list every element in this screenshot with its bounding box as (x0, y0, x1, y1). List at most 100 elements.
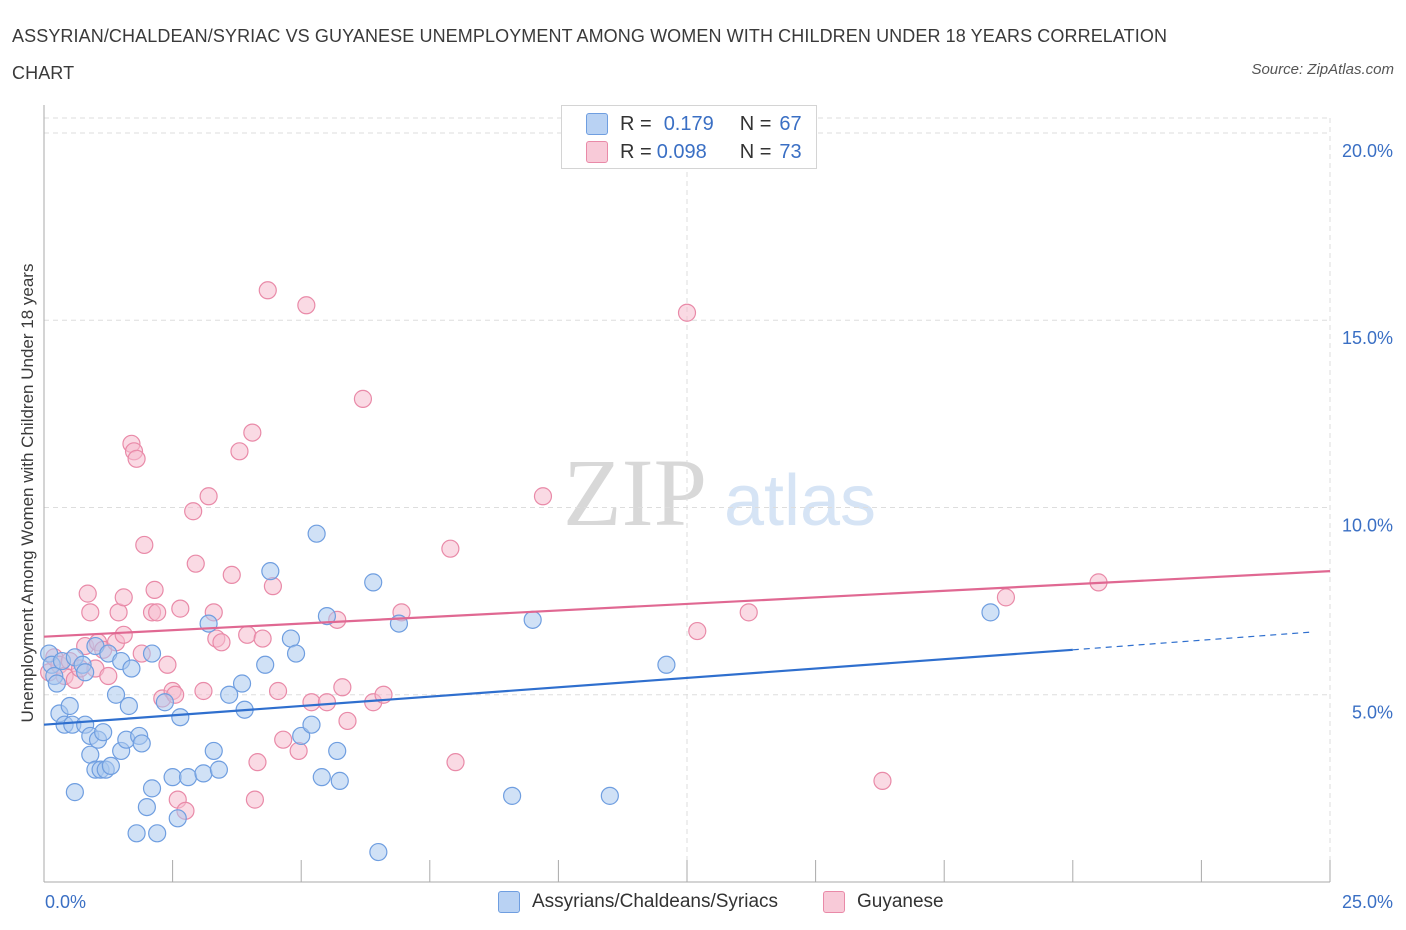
guyanese-point[interactable] (245, 790, 265, 809)
y-tick-label: 10.0% (1342, 515, 1393, 535)
guyanese-point[interactable] (688, 621, 707, 641)
guyanese-point[interactable] (253, 629, 272, 648)
guyanese-point[interactable] (99, 666, 118, 686)
guyanese-point[interactable] (127, 449, 146, 468)
assyrian-point[interactable] (132, 734, 151, 753)
y-tick-label: 15.0% (1342, 328, 1393, 348)
assyrian-point[interactable] (364, 573, 383, 592)
guyanese-point[interactable] (289, 741, 308, 761)
guyanese-point[interactable] (238, 625, 257, 644)
watermark-atlas: atlas (724, 461, 876, 541)
guyanese-point[interactable] (199, 487, 218, 506)
guyanese-point[interactable] (302, 693, 321, 712)
guyanese-point[interactable] (739, 603, 758, 622)
guyanese-point[interactable] (230, 442, 249, 461)
guyanese-point[interactable] (677, 303, 697, 322)
n-value: 73 (779, 140, 802, 163)
guyanese-point[interactable] (243, 423, 262, 442)
guyanese-point[interactable] (274, 730, 293, 749)
r-label: R = (620, 140, 652, 163)
assyrian-point[interactable] (209, 760, 228, 779)
assyrian-point[interactable] (171, 708, 190, 727)
assyrian-point[interactable] (523, 610, 542, 629)
guyanese-point[interactable] (78, 584, 97, 603)
guyanese-point[interactable] (873, 771, 892, 790)
assyrian-point[interactable] (256, 655, 275, 674)
guyanese-point[interactable] (114, 625, 133, 644)
assyrian-point[interactable] (60, 696, 79, 716)
assyrian-point[interactable] (76, 663, 95, 682)
guyanese-point[interactable] (258, 281, 277, 300)
assyrian-point[interactable] (142, 779, 162, 798)
guyanese-point[interactable] (135, 535, 154, 555)
x-tick-label: 0.0% (45, 892, 86, 912)
legend-item-guyanese[interactable]: Guyanese (823, 890, 944, 914)
guyanese-point[interactable] (317, 693, 337, 712)
guyanese-point[interactable] (248, 753, 267, 772)
guyanese-point[interactable] (222, 565, 241, 585)
assyrian-point[interactable] (328, 741, 347, 761)
assyrian-point[interactable] (168, 809, 187, 828)
y-tick-label: 5.0% (1352, 703, 1393, 723)
guyanese-point[interactable] (268, 681, 288, 701)
assyrian-point[interactable] (302, 715, 321, 734)
assyrian-point[interactable] (101, 756, 120, 776)
assyrian-point[interactable] (292, 726, 311, 746)
assyrian-point[interactable] (317, 606, 337, 626)
guyanese-point[interactable] (186, 554, 205, 573)
guyanese-point[interactable] (297, 296, 316, 315)
assyrian-point[interactable] (142, 644, 162, 663)
assyrian-point[interactable] (369, 842, 388, 862)
assyrian-point[interactable] (657, 655, 676, 674)
assyrian-point[interactable] (155, 693, 174, 712)
assyrian-point[interactable] (261, 562, 280, 581)
assyrian-point[interactable] (119, 696, 138, 716)
assyrian-point[interactable] (330, 771, 349, 790)
guyanese-point[interactable] (212, 633, 231, 652)
assyrian-point[interactable] (194, 764, 213, 783)
r-value: 0.179 (663, 112, 714, 135)
guyanese-point[interactable] (441, 539, 460, 558)
guyanese-point[interactable] (158, 655, 177, 674)
assyrian-point[interactable] (307, 524, 326, 543)
guyanese-point[interactable] (446, 753, 465, 772)
assyrian-point[interactable] (122, 659, 141, 678)
guyanese-point[interactable] (533, 487, 553, 506)
source-label: Source: ZipAtlas.com (1251, 61, 1394, 78)
assyrian-point[interactable] (127, 824, 146, 843)
chart-title: ASSYRIAN/CHALDEAN/SYRIAC VS GUYANESE UNE… (12, 26, 1168, 83)
assyrian-point[interactable] (220, 685, 239, 704)
assyrian-point[interactable] (232, 674, 252, 693)
guyanese-point[interactable] (263, 577, 283, 596)
y-tick-label: 20.0% (1342, 141, 1393, 161)
assyrian-point[interactable] (286, 644, 306, 663)
assyrian-point[interactable] (163, 768, 182, 787)
guyanese-point[interactable] (171, 599, 190, 618)
legend-item-assyrians[interactable]: Assyrians/Chaldeans/Syriacs (498, 890, 778, 914)
guyanese-point[interactable] (114, 588, 133, 607)
pink-swatch (586, 141, 608, 163)
assyrian-point[interactable] (148, 824, 167, 843)
assyrian-point[interactable] (65, 783, 84, 802)
guyanese-point[interactable] (333, 678, 352, 697)
guyanese-point[interactable] (194, 681, 213, 701)
guyanese-point[interactable] (184, 502, 203, 521)
assyrian-point[interactable] (981, 603, 1000, 622)
assyrian-point[interactable] (47, 674, 66, 693)
assyrian-point[interactable] (600, 786, 619, 805)
guyanese-point[interactable] (148, 603, 167, 622)
assyrian-point[interactable] (106, 685, 126, 704)
guyanese-point[interactable] (996, 588, 1016, 607)
assyrian-point[interactable] (312, 768, 331, 787)
guyanese-point[interactable] (81, 603, 100, 622)
assyrian-point[interactable] (94, 723, 113, 742)
stats-row-assyrians: R = 0.179 N = 67 (586, 110, 802, 138)
assyrian-point[interactable] (503, 786, 522, 805)
guyanese-point[interactable] (338, 711, 357, 731)
guyanese-point[interactable] (145, 580, 164, 599)
assyrian-point[interactable] (178, 768, 198, 787)
guyanese-point[interactable] (353, 389, 373, 408)
assyrian-point[interactable] (137, 797, 156, 817)
guyanese-trend-line (43, 570, 1331, 638)
assyrian-point[interactable] (204, 741, 223, 761)
